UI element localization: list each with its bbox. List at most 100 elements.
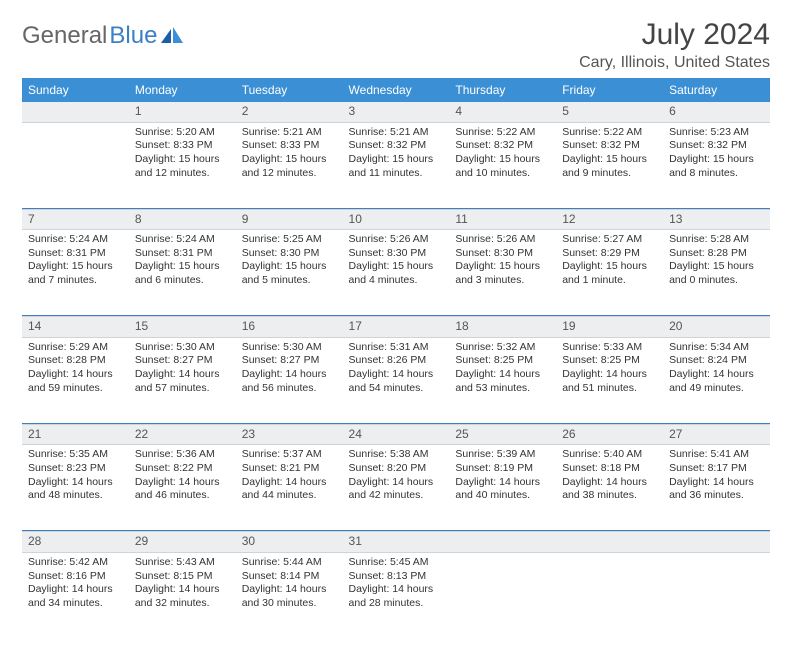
day-cell: Sunrise: 5:27 AMSunset: 8:29 PMDaylight:…: [556, 230, 663, 316]
sunset-line: Sunset: 8:32 PM: [562, 139, 657, 153]
sunset-line: Sunset: 8:15 PM: [135, 570, 230, 584]
daylight-line: Daylight: 15 hours and 12 minutes.: [135, 153, 230, 180]
location: Cary, Illinois, United States: [579, 54, 770, 72]
daylight-line: Daylight: 14 hours and 42 minutes.: [349, 476, 444, 503]
sunrise-line: Sunrise: 5:22 AM: [455, 126, 550, 140]
day-number-cell: 1: [129, 102, 236, 122]
day-number-row: 21222324252627: [22, 424, 770, 445]
sunrise-line: Sunrise: 5:43 AM: [135, 556, 230, 570]
daylight-line: Daylight: 14 hours and 54 minutes.: [349, 368, 444, 395]
weekday-header: Saturday: [663, 78, 770, 102]
day-number-cell: 20: [663, 317, 770, 338]
daylight-line: Daylight: 14 hours and 38 minutes.: [562, 476, 657, 503]
day-cell: Sunrise: 5:44 AMSunset: 8:14 PMDaylight:…: [236, 552, 343, 638]
day-content-row: Sunrise: 5:35 AMSunset: 8:23 PMDaylight:…: [22, 445, 770, 531]
day-number-cell: 24: [343, 424, 450, 445]
day-cell: Sunrise: 5:21 AMSunset: 8:33 PMDaylight:…: [236, 122, 343, 208]
sunset-line: Sunset: 8:30 PM: [455, 247, 550, 261]
header: GeneralBlue July 2024 Cary, Illinois, Un…: [22, 18, 770, 72]
page-title: July 2024: [579, 18, 770, 52]
day-content-row: Sunrise: 5:20 AMSunset: 8:33 PMDaylight:…: [22, 122, 770, 208]
sunrise-line: Sunrise: 5:41 AM: [669, 448, 764, 462]
sunset-line: Sunset: 8:33 PM: [135, 139, 230, 153]
daylight-line: Daylight: 15 hours and 10 minutes.: [455, 153, 550, 180]
day-cell: Sunrise: 5:40 AMSunset: 8:18 PMDaylight:…: [556, 445, 663, 531]
daylight-line: Daylight: 14 hours and 44 minutes.: [242, 476, 337, 503]
sunrise-line: Sunrise: 5:39 AM: [455, 448, 550, 462]
day-number-cell: 6: [663, 102, 770, 122]
day-number-cell: 15: [129, 317, 236, 338]
day-cell: Sunrise: 5:37 AMSunset: 8:21 PMDaylight:…: [236, 445, 343, 531]
daylight-line: Daylight: 14 hours and 46 minutes.: [135, 476, 230, 503]
sunrise-line: Sunrise: 5:26 AM: [455, 233, 550, 247]
sunrise-line: Sunrise: 5:24 AM: [135, 233, 230, 247]
weekday-header: Sunday: [22, 78, 129, 102]
sunrise-line: Sunrise: 5:38 AM: [349, 448, 444, 462]
sunrise-line: Sunrise: 5:42 AM: [28, 556, 123, 570]
sunrise-line: Sunrise: 5:35 AM: [28, 448, 123, 462]
day-cell: Sunrise: 5:43 AMSunset: 8:15 PMDaylight:…: [129, 552, 236, 638]
daylight-line: Daylight: 14 hours and 53 minutes.: [455, 368, 550, 395]
day-cell: Sunrise: 5:23 AMSunset: 8:32 PMDaylight:…: [663, 122, 770, 208]
daylight-line: Daylight: 15 hours and 9 minutes.: [562, 153, 657, 180]
sunset-line: Sunset: 8:20 PM: [349, 462, 444, 476]
day-cell: Sunrise: 5:31 AMSunset: 8:26 PMDaylight:…: [343, 337, 450, 423]
day-cell: [556, 552, 663, 638]
sunrise-line: Sunrise: 5:30 AM: [242, 341, 337, 355]
day-cell: Sunrise: 5:34 AMSunset: 8:24 PMDaylight:…: [663, 337, 770, 423]
sunset-line: Sunset: 8:30 PM: [349, 247, 444, 261]
day-cell: Sunrise: 5:42 AMSunset: 8:16 PMDaylight:…: [22, 552, 129, 638]
day-cell: Sunrise: 5:36 AMSunset: 8:22 PMDaylight:…: [129, 445, 236, 531]
day-cell: Sunrise: 5:39 AMSunset: 8:19 PMDaylight:…: [449, 445, 556, 531]
day-number-row: 78910111213: [22, 209, 770, 230]
day-number-cell: [556, 532, 663, 553]
day-number-cell: 2: [236, 102, 343, 122]
day-cell: Sunrise: 5:38 AMSunset: 8:20 PMDaylight:…: [343, 445, 450, 531]
day-cell: Sunrise: 5:24 AMSunset: 8:31 PMDaylight:…: [129, 230, 236, 316]
day-cell: Sunrise: 5:21 AMSunset: 8:32 PMDaylight:…: [343, 122, 450, 208]
sunrise-line: Sunrise: 5:34 AM: [669, 341, 764, 355]
sunset-line: Sunset: 8:26 PM: [349, 354, 444, 368]
sunset-line: Sunset: 8:25 PM: [455, 354, 550, 368]
day-cell: Sunrise: 5:32 AMSunset: 8:25 PMDaylight:…: [449, 337, 556, 423]
daylight-line: Daylight: 14 hours and 48 minutes.: [28, 476, 123, 503]
daylight-line: Daylight: 14 hours and 51 minutes.: [562, 368, 657, 395]
logo-word1: General: [22, 22, 107, 50]
day-number-cell: 25: [449, 424, 556, 445]
sunset-line: Sunset: 8:28 PM: [669, 247, 764, 261]
calendar: SundayMondayTuesdayWednesdayThursdayFrid…: [22, 78, 770, 638]
sunset-line: Sunset: 8:22 PM: [135, 462, 230, 476]
day-cell: Sunrise: 5:22 AMSunset: 8:32 PMDaylight:…: [449, 122, 556, 208]
day-number-cell: 29: [129, 532, 236, 553]
daylight-line: Daylight: 15 hours and 11 minutes.: [349, 153, 444, 180]
daylight-line: Daylight: 14 hours and 59 minutes.: [28, 368, 123, 395]
sunset-line: Sunset: 8:19 PM: [455, 462, 550, 476]
daylight-line: Daylight: 15 hours and 8 minutes.: [669, 153, 764, 180]
day-cell: Sunrise: 5:26 AMSunset: 8:30 PMDaylight:…: [343, 230, 450, 316]
day-number-cell: 30: [236, 532, 343, 553]
logo-word2: Blue: [109, 22, 157, 50]
daylight-line: Daylight: 15 hours and 6 minutes.: [135, 260, 230, 287]
day-content-row: Sunrise: 5:29 AMSunset: 8:28 PMDaylight:…: [22, 337, 770, 423]
sunrise-line: Sunrise: 5:21 AM: [242, 126, 337, 140]
sunrise-line: Sunrise: 5:32 AM: [455, 341, 550, 355]
sunrise-line: Sunrise: 5:30 AM: [135, 341, 230, 355]
sunrise-line: Sunrise: 5:23 AM: [669, 126, 764, 140]
weekday-header-row: SundayMondayTuesdayWednesdayThursdayFrid…: [22, 78, 770, 102]
day-number-cell: 26: [556, 424, 663, 445]
day-cell: Sunrise: 5:33 AMSunset: 8:25 PMDaylight:…: [556, 337, 663, 423]
sunset-line: Sunset: 8:32 PM: [349, 139, 444, 153]
sunset-line: Sunset: 8:16 PM: [28, 570, 123, 584]
day-number-cell: [22, 102, 129, 122]
sunset-line: Sunset: 8:13 PM: [349, 570, 444, 584]
day-number-cell: 12: [556, 209, 663, 230]
day-cell: Sunrise: 5:22 AMSunset: 8:32 PMDaylight:…: [556, 122, 663, 208]
daylight-line: Daylight: 15 hours and 0 minutes.: [669, 260, 764, 287]
sunset-line: Sunset: 8:28 PM: [28, 354, 123, 368]
day-number-cell: 13: [663, 209, 770, 230]
day-number-row: 28293031: [22, 532, 770, 553]
day-number-cell: 3: [343, 102, 450, 122]
sunrise-line: Sunrise: 5:25 AM: [242, 233, 337, 247]
daylight-line: Daylight: 15 hours and 4 minutes.: [349, 260, 444, 287]
sunset-line: Sunset: 8:32 PM: [669, 139, 764, 153]
